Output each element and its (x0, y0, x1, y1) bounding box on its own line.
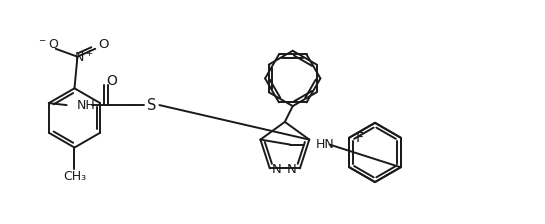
Text: O: O (107, 74, 118, 88)
Text: $\mathregular{^-O}$: $\mathregular{^-O}$ (37, 38, 59, 51)
Text: N: N (272, 163, 282, 176)
Text: F: F (355, 131, 363, 145)
Text: N: N (287, 163, 297, 176)
Text: $\mathregular{N^+}$: $\mathregular{N^+}$ (74, 50, 93, 65)
Text: HN: HN (316, 138, 335, 151)
Text: S: S (147, 98, 156, 113)
Text: NH: NH (76, 99, 95, 112)
Text: O: O (98, 38, 108, 51)
Text: CH₃: CH₃ (63, 170, 86, 183)
